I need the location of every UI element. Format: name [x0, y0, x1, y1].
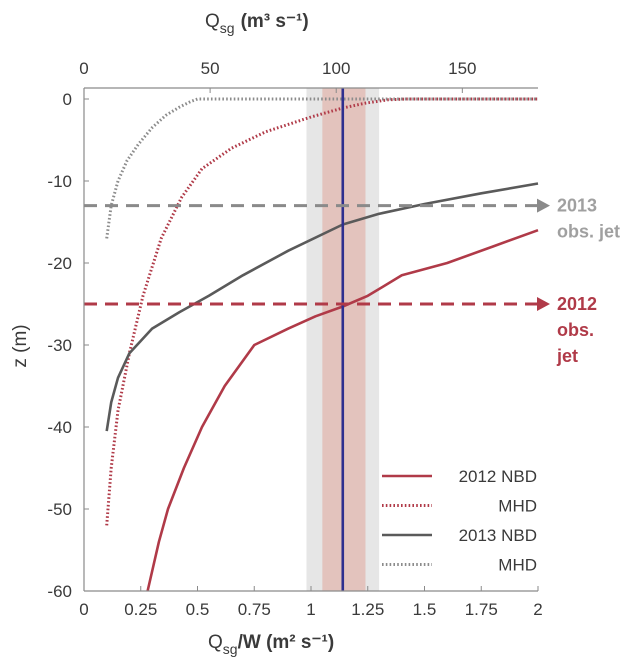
x-bottom-tick-label-2: 0.5 [186, 600, 210, 619]
x-axis-top-label-main: Q [205, 11, 220, 32]
legend-label-1: MHD [498, 497, 537, 516]
series-3-line [105, 97, 538, 239]
legend-label-3: MHD [498, 556, 537, 575]
jet-1-arrowhead [537, 297, 550, 311]
series-2-line [105, 182, 539, 432]
jet-0-arrowhead [537, 198, 550, 213]
x-bottom-tick-label-5: 1.25 [351, 600, 384, 619]
observed-jets: 2013 obs. jet 2012 obs. jet [84, 196, 620, 366]
x-axis-top-label-sub: sg [220, 20, 235, 36]
series-1-line [105, 97, 538, 526]
jet-1-label-line-1: obs. [557, 320, 594, 340]
x-top-tick-label-2: 100 [322, 59, 350, 78]
x-axis-bottom-label-sub: sg [223, 641, 238, 657]
jet-1-label-line-0: 2012 [557, 294, 597, 314]
x-bottom-tick-label-6: 1.5 [413, 600, 437, 619]
x-bottom-tick-label-4: 1 [306, 600, 315, 619]
y-tick-label-6: -60 [47, 582, 72, 601]
y-tick-label-5: -50 [47, 500, 72, 519]
x-bottom-tick-label-8: 2 [533, 600, 542, 619]
legend-label-2: 2013 NBD [459, 526, 537, 545]
jet-0-label-line-1: obs. jet [557, 222, 620, 242]
x-bottom-tick-label-1: 0.25 [124, 600, 157, 619]
x-axis-bottom-label-main: Q [208, 632, 223, 653]
x-top-tick-label-0: 0 [79, 59, 88, 78]
legend: 2012 NBD MHD 2013 NBD MHD [382, 467, 537, 575]
x-bottom-tick-label-0: 0 [79, 600, 88, 619]
x-top-tick-label-1: 50 [201, 59, 220, 78]
y-axis-label: z (m) [10, 324, 31, 367]
x-axis-top-label: Qsg (m³ s⁻¹) [205, 11, 309, 36]
x-axis-top-label-units: (m³ s⁻¹) [241, 11, 309, 32]
x-axis-bottom-label-units: /W (m² s⁻¹) [238, 632, 335, 653]
jet-1-label-line-2: jet [556, 346, 578, 366]
y-tick-label-0: 0 [63, 90, 72, 109]
y-tick-label-4: -40 [47, 418, 72, 437]
legend-label-0: 2012 NBD [459, 467, 537, 486]
x-axis-bottom-label: Qsg/W (m² s⁻¹) [208, 632, 334, 657]
x-top-tick-label-3: 150 [448, 59, 476, 78]
y-tick-label-2: -20 [47, 254, 72, 273]
y-tick-label-1: -10 [47, 172, 72, 191]
x-bottom-tick-label-7: 1.75 [465, 600, 498, 619]
y-tick-label-3: -30 [47, 336, 72, 355]
jet-0-label-line-0: 2013 [557, 196, 597, 216]
x-bottom-tick-label-3: 0.75 [238, 600, 271, 619]
plot-series [105, 88, 539, 592]
axes: 0 0.25 0.5 0.75 1 1.25 1.5 1.75 2 0 50 100 150 0 -10 -2… [47, 59, 542, 619]
series-0-line [146, 228, 539, 592]
